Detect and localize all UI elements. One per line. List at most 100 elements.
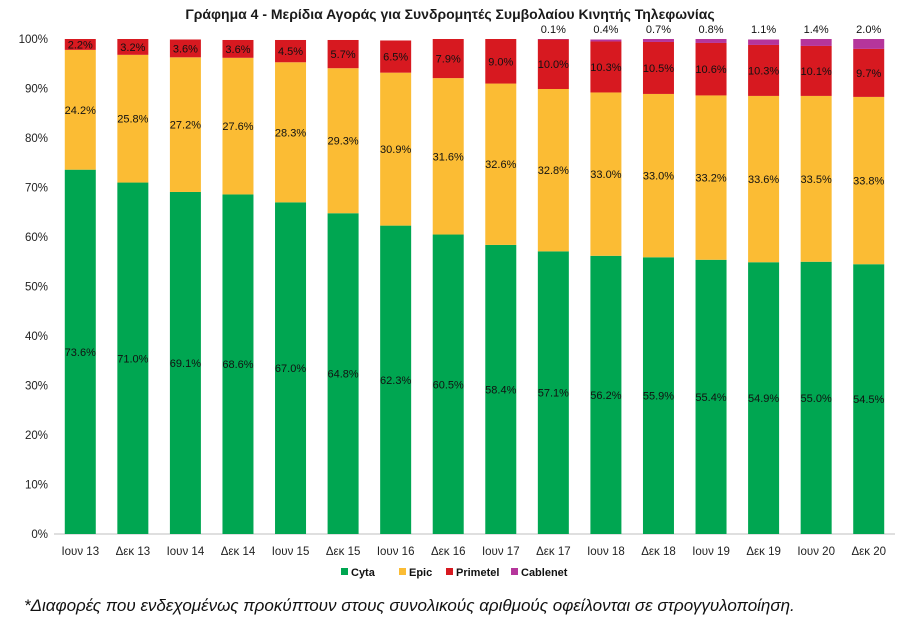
bar-cyta <box>590 255 622 534</box>
bar-primetel <box>275 39 307 63</box>
bar-cyta <box>64 169 96 534</box>
bar-primetel <box>169 39 201 58</box>
x-tick-label: Ιουν 17 <box>482 546 520 558</box>
bar-epic <box>222 57 254 195</box>
data-label-primetel: 10.3% <box>748 65 779 77</box>
data-label-cyta: 55.4% <box>695 392 726 404</box>
data-label-cablenet: 0.7% <box>646 24 671 36</box>
chart-title: Γράφημα 4 - Μερίδια Αγοράς για Συνδρομητ… <box>185 6 715 22</box>
x-tick-label: Ιουν 19 <box>692 546 730 558</box>
x-tick-label: Δεκ 13 <box>116 546 151 558</box>
data-label-primetel: 3.6% <box>225 44 250 56</box>
bar-cablenet <box>800 39 832 46</box>
data-label-primetel: 4.5% <box>278 46 303 58</box>
data-label-cyta: 54.9% <box>748 393 779 405</box>
data-label-cyta: 71.0% <box>117 353 148 365</box>
x-tick-label: Δεκ 16 <box>431 546 466 558</box>
y-tick-label: 30% <box>25 381 48 393</box>
data-label-epic: 33.2% <box>695 173 726 185</box>
data-label-epic: 29.3% <box>327 136 358 148</box>
bar-epic <box>169 57 201 192</box>
data-label-primetel: 5.7% <box>331 49 356 61</box>
bar-cyta <box>327 213 359 535</box>
data-label-cyta: 60.5% <box>433 379 464 391</box>
bar-epic <box>800 95 832 262</box>
bar-primetel <box>537 39 569 89</box>
data-label-epic: 25.8% <box>117 114 148 126</box>
bar-cyta <box>853 264 885 534</box>
data-label-cyta: 67.0% <box>275 363 306 375</box>
bar-epic <box>695 95 727 260</box>
data-label-cyta: 57.1% <box>538 388 569 400</box>
data-label-cyta: 68.6% <box>222 359 253 371</box>
y-tick-label: 80% <box>25 133 48 145</box>
bar-cyta <box>485 244 517 535</box>
legend-label-cyta: Cyta <box>351 567 376 579</box>
x-tick-label: Ιουν 16 <box>377 546 415 558</box>
bar-epic <box>537 88 569 252</box>
bar-epic <box>275 62 307 203</box>
data-label-primetel: 2.2% <box>68 39 93 51</box>
y-tick-label: 40% <box>25 331 48 343</box>
data-label-cyta: 69.1% <box>170 358 201 370</box>
bar-cablenet <box>642 39 674 42</box>
bar-cyta <box>695 259 727 534</box>
bar-primetel <box>695 42 727 96</box>
bar-epic <box>642 93 674 258</box>
data-label-primetel: 10.0% <box>538 59 569 71</box>
data-label-cablenet: 1.4% <box>804 24 829 36</box>
x-tick-label: Ιουν 13 <box>61 546 99 558</box>
bar-cablenet <box>853 39 885 49</box>
data-label-epic: 33.6% <box>748 174 779 186</box>
data-label-cyta: 55.0% <box>801 393 832 405</box>
legend-swatch-primetel <box>446 568 453 575</box>
data-label-epic: 33.8% <box>853 176 884 188</box>
legend-swatch-cyta <box>341 568 348 575</box>
data-label-cablenet: 2.0% <box>856 24 881 36</box>
bar-primetel <box>327 39 359 69</box>
y-tick-label: 20% <box>25 430 48 442</box>
data-label-cyta: 73.6% <box>65 347 96 359</box>
data-label-cyta: 64.8% <box>327 369 358 381</box>
data-label-primetel: 10.6% <box>695 64 726 76</box>
bar-cyta <box>169 191 201 534</box>
y-tick-label: 10% <box>25 480 48 492</box>
data-label-epic: 33.0% <box>590 169 621 181</box>
data-label-primetel: 10.3% <box>590 62 621 74</box>
bar-cyta <box>432 234 464 534</box>
bar-cyta <box>117 182 149 535</box>
bar-cyta <box>275 202 307 534</box>
bar-epic <box>748 95 780 263</box>
bar-primetel <box>853 48 885 97</box>
bar-epic <box>485 83 517 245</box>
legend-label-primetel: Primetel <box>456 567 499 579</box>
bar-primetel <box>64 39 96 50</box>
bar-cablenet <box>695 39 727 43</box>
footnote: *Διαφορές που ενδεχομένως προκύπτουν στο… <box>24 596 795 615</box>
data-label-cablenet: 0.4% <box>593 24 618 36</box>
data-label-cablenet: 0.8% <box>698 24 723 36</box>
data-label-epic: 27.2% <box>170 120 201 132</box>
bar-cyta <box>748 262 780 534</box>
x-tick-label: Ιουν 14 <box>167 546 205 558</box>
bar-cyta <box>800 261 832 534</box>
data-label-cyta: 58.4% <box>485 384 516 396</box>
bar-primetel <box>222 39 254 58</box>
data-label-primetel: 9.0% <box>488 56 513 68</box>
data-label-epic: 24.2% <box>65 105 96 117</box>
data-label-epic: 32.6% <box>485 159 516 171</box>
data-label-epic: 33.0% <box>643 171 674 183</box>
y-tick-label: 100% <box>19 34 48 46</box>
bar-epic <box>327 68 359 214</box>
x-tick-label: Ιουν 18 <box>587 546 625 558</box>
stacked-bar-chart: 0% 10% 20% 30% 40% 50% 60% 70% 80% 90% 100% 73.6% 2… <box>19 24 895 579</box>
data-label-cablenet: 0.1% <box>541 24 566 36</box>
bar-primetel <box>642 41 674 94</box>
bar-cyta <box>380 225 412 535</box>
data-label-primetel: 7.9% <box>436 54 461 66</box>
y-tick-label: 90% <box>25 84 48 96</box>
bar-primetel <box>117 39 149 55</box>
data-label-primetel: 10.5% <box>643 63 674 75</box>
bar-epic <box>117 54 149 183</box>
y-tick-label: 60% <box>25 232 48 244</box>
